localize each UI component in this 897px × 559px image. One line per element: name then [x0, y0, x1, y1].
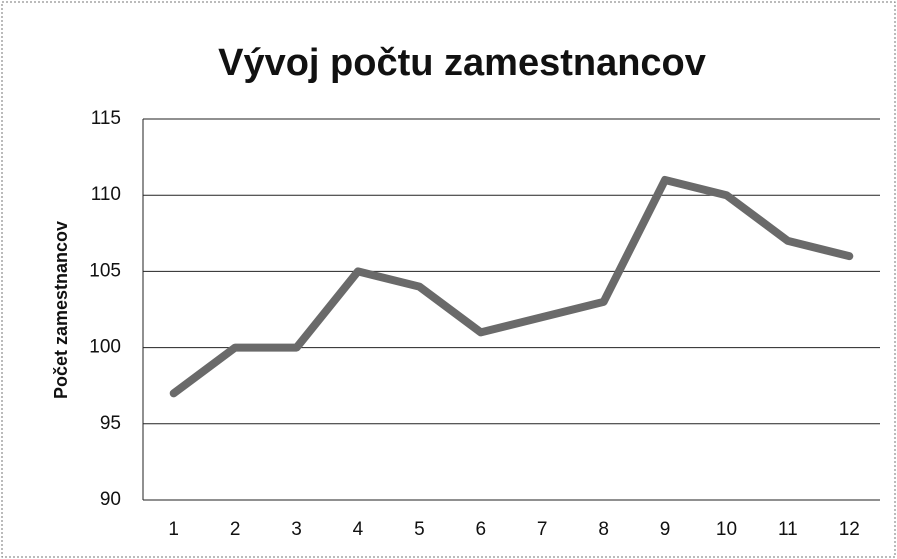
x-tick-label: 8	[598, 519, 609, 540]
y-tick-label: 100	[89, 337, 121, 358]
y-tick-label: 90	[100, 489, 121, 510]
x-tick-label: 4	[353, 519, 364, 540]
x-tick-label: 12	[839, 519, 860, 540]
y-tick-label: 105	[89, 260, 121, 281]
x-tick-label: 11	[778, 519, 798, 540]
y-tick-label: 115	[91, 108, 121, 129]
chart-title: Vývoj počtu zamestnancov	[218, 42, 706, 84]
x-tick-label: 7	[537, 519, 548, 540]
x-tick-label: 2	[230, 519, 241, 540]
data-line	[169, 175, 854, 398]
x-tick-label: 3	[291, 519, 302, 540]
x-tick-label: 10	[716, 519, 737, 540]
y-axis-label: Počet zamestnancov	[51, 221, 71, 399]
x-tick-label: 6	[476, 519, 487, 540]
x-tick-label: 5	[414, 519, 425, 540]
y-tick-label: 110	[91, 184, 121, 205]
y-tick-label: 95	[100, 413, 121, 434]
x-tick-label: 9	[660, 519, 671, 540]
x-tick-label: 1	[168, 519, 179, 540]
